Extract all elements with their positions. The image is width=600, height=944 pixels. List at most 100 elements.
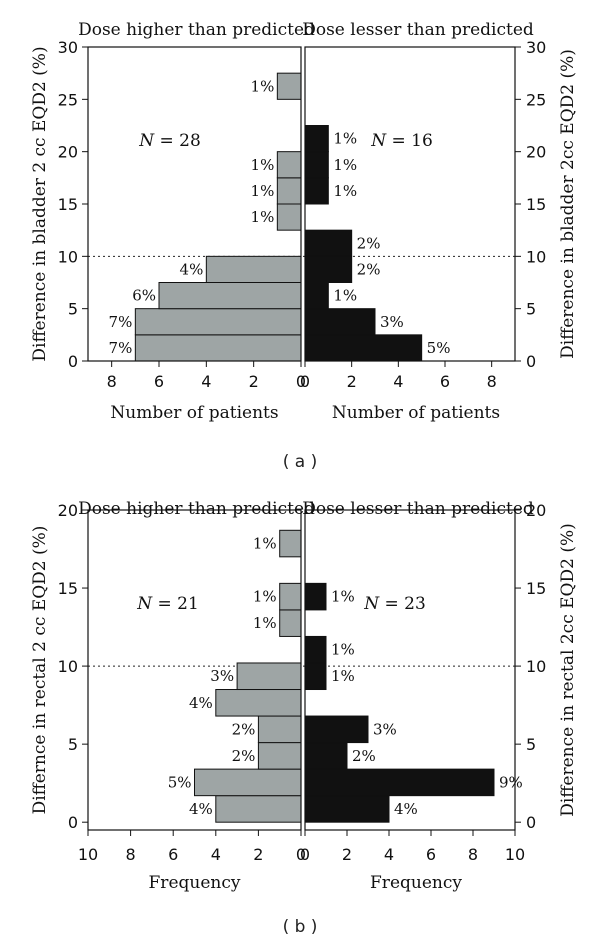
panel-b-ytick-left-label-3: 15 [58, 579, 78, 598]
panel-b-left-bar-label-1: 5% [168, 773, 192, 791]
panel-b-ytick-right-label-4: 20 [526, 501, 546, 520]
panel-a-right-n-annotation: N = 16 [370, 131, 433, 151]
panel-a-left-bar-label-1: 7% [109, 313, 133, 331]
panel-a-ytick-left-label-3: 15 [58, 195, 78, 214]
panel-a-xtick-left-label-4: 0 [296, 372, 306, 391]
panel-a-ytick-left-label-6: 30 [58, 38, 78, 57]
panel-b-xtick-right-label-1: 2 [342, 845, 352, 864]
panel-a-right-bar-1 [304, 308, 376, 336]
panel-a-right-bar-label-4: 2% [357, 234, 381, 252]
panel-a-xtick-left-label-3: 2 [249, 372, 259, 391]
panel-a-xtick-left-label-2: 4 [201, 372, 211, 391]
panel-a-left-bar-label-6: 1% [251, 156, 275, 174]
panel-b-ytick-right-label-1: 5 [526, 735, 536, 754]
panel-a-right-bar-label-6: 1% [333, 156, 357, 174]
panel-b-right-bar-label-4: 1% [331, 667, 355, 685]
panel-b-xtick-right-label-4: 8 [468, 845, 478, 864]
panel-b-right-bar-1 [304, 768, 495, 797]
panel-b-left-bar-label-4: 4% [189, 694, 213, 712]
panel-a-ytick-left-label-2: 10 [58, 247, 78, 266]
panel-b-left-frame [87, 509, 302, 831]
panel-a-left-bar-0 [134, 334, 302, 362]
panel-a-left-bar-7 [276, 72, 302, 100]
panel-a-right-ylabel: Difference in bladder 2cc EQD2 (%) [558, 49, 578, 359]
panel-b-left-bar-3 [257, 715, 302, 744]
panel-a-right-bar-label-5: 1% [333, 182, 357, 200]
panel-b-right-bar-3 [304, 715, 369, 744]
panel-b-ytick-left-label-4: 20 [58, 501, 78, 520]
panel-a-left-bar-label-0: 7% [109, 339, 133, 357]
panel-a-left-bar-label-5: 1% [251, 182, 275, 200]
panel-b-left-bar-label-6: 1% [253, 614, 277, 632]
panel-b-right-bar-label-3: 3% [373, 720, 397, 738]
panel-b-right-bar-label-1: 9% [499, 773, 523, 791]
panel-b-right-bar-label-0: 4% [394, 800, 418, 818]
panel-b-right-xlabel: Frequency [370, 873, 462, 893]
panel-a-left-title: Dose higher than predicted [78, 20, 315, 40]
panel-b-left-bar-label-2: 2% [232, 747, 256, 765]
panel-b-left-n-annotation: N = 21 [136, 594, 199, 614]
panel-a-right-bar-3 [304, 255, 353, 284]
panel-b-left-n-value: = 21 [152, 594, 199, 614]
panel-a-right-xlabel: Number of patients [332, 403, 500, 423]
panel-b-right-bar-label-2: 2% [352, 747, 376, 765]
panel-a-xtick-right-label-1: 2 [347, 372, 357, 391]
panel-b-right-bar-6 [304, 582, 327, 611]
panel-a-right-title: Dose lesser than predicted [302, 20, 534, 40]
panel-b-right-frame [304, 509, 516, 831]
panel-b-xtick-left-label-3: 4 [211, 845, 221, 864]
panel-a-left-ylabel: Difference in bladder 2 cc EQD2 (%) [30, 46, 50, 361]
panel-b-left-n-symbol: N [136, 594, 153, 614]
panel-a-ytick-right-label-2: 10 [526, 247, 546, 266]
panel-a-left-bar-label-3: 4% [180, 260, 204, 278]
panel-b-ytick-left-label-2: 10 [58, 657, 78, 676]
panel-a-ytick-right-label-3: 15 [526, 195, 546, 214]
panel-a-xtick-left-label-0: 8 [107, 372, 117, 391]
panel-a-xtick-right-label-3: 6 [440, 372, 450, 391]
panel-b-xtick-left-label-0: 10 [78, 845, 98, 864]
panel-b-right-ylabel: Difference in rectal 2cc EQD2 (%) [558, 523, 578, 817]
panel-a-left-bar-5 [276, 177, 302, 205]
panel-a-left-bar-label-7: 1% [251, 77, 275, 95]
panel-a-left-bar-2 [158, 282, 302, 310]
panel-b-xtick-left-label-4: 2 [253, 845, 263, 864]
panel-a-left-bar-6 [276, 151, 302, 179]
panel-a-left-xlabel: Number of patients [110, 403, 278, 423]
panel-a-left-bar-4 [276, 203, 302, 231]
panel-a-left-bar-3 [205, 255, 302, 284]
panel-a-xtick-right-label-4: 8 [487, 372, 497, 391]
panel-b-ytick-left-label-0: 0 [68, 813, 78, 832]
panel-a-right-bar-label-2: 1% [333, 287, 357, 305]
panel-b-left-bar-0 [215, 795, 302, 823]
panel-b-xtick-left-label-5: 0 [296, 845, 306, 864]
panel-b-left-bar-5 [236, 662, 302, 691]
panel-a-left-n-value: = 28 [154, 131, 201, 151]
panel-b-right-n-value: = 23 [379, 594, 426, 614]
panel-a-ytick-right-label-0: 0 [526, 352, 536, 371]
panel-b-ytick-right-label-0: 0 [526, 813, 536, 832]
panel-b-left-title: Dose higher than predicted [78, 499, 315, 519]
panel-b-left-bar-6 [279, 609, 302, 637]
panel-b-xtick-left-label-2: 6 [168, 845, 178, 864]
panel-b-left-ylabel: Differnce in rectal 2 cc EQD2 (%) [30, 526, 50, 815]
panel-b-left-bar-label-7: 1% [253, 588, 277, 606]
panel-b-left-bar-1 [194, 768, 302, 797]
panel-a-ytick-right-label-6: 30 [526, 38, 546, 57]
panel-a-right-n-symbol: N [370, 131, 387, 151]
panel-b-left-xlabel: Frequency [149, 873, 241, 893]
panel-a-left-n-annotation: N = 28 [138, 131, 201, 151]
panel-b-ytick-left-label-1: 5 [68, 735, 78, 754]
panel-b-right-bar-0 [304, 795, 390, 823]
panel-b-right-n-annotation: N = 23 [363, 594, 426, 614]
panel-a-left-bar-1 [134, 308, 302, 336]
panel-b-right-bar-label-5: 1% [331, 641, 355, 659]
panel-b-right-bar-2 [304, 742, 348, 770]
panel-a-left-bar-label-2: 6% [132, 287, 156, 305]
panel-b-right-bar-label-6: 1% [331, 588, 355, 606]
panel-a-right-bar-6 [304, 151, 329, 179]
panel-b-xtick-right-label-2: 4 [384, 845, 394, 864]
panel-a-right-bar-label-0: 5% [427, 339, 451, 357]
panel-b-left-bar-label-0: 4% [189, 800, 213, 818]
panel-b-left-bar-7 [279, 582, 302, 611]
panel-a-right-bar-5 [304, 177, 329, 205]
